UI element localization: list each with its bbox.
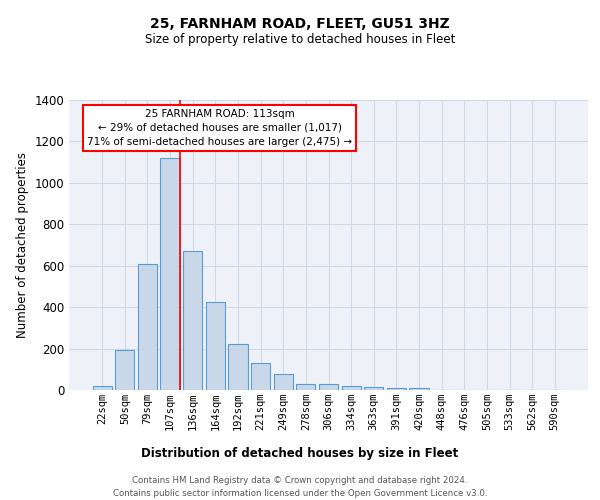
Bar xyxy=(138,264,157,390)
Y-axis label: Number of detached properties: Number of detached properties xyxy=(16,152,29,338)
Bar xyxy=(115,350,134,390)
Text: Contains HM Land Registry data © Crown copyright and database right 2024.: Contains HM Land Registry data © Crown c… xyxy=(132,476,468,485)
Bar xyxy=(341,386,361,390)
Text: Contains public sector information licensed under the Open Government Licence v3: Contains public sector information licen… xyxy=(113,489,487,498)
Bar xyxy=(229,344,248,390)
Text: Size of property relative to detached houses in Fleet: Size of property relative to detached ho… xyxy=(145,32,455,46)
Bar xyxy=(274,374,293,390)
Bar xyxy=(409,388,428,390)
Bar xyxy=(251,363,270,390)
Bar xyxy=(319,384,338,390)
Bar xyxy=(364,387,383,390)
Bar xyxy=(387,388,406,390)
Bar xyxy=(296,384,316,390)
Bar xyxy=(92,386,112,390)
Bar xyxy=(206,302,225,390)
Text: 25 FARNHAM ROAD: 113sqm
← 29% of detached houses are smaller (1,017)
71% of semi: 25 FARNHAM ROAD: 113sqm ← 29% of detache… xyxy=(87,108,352,146)
Text: Distribution of detached houses by size in Fleet: Distribution of detached houses by size … xyxy=(142,448,458,460)
Bar xyxy=(183,251,202,390)
Bar xyxy=(160,158,180,390)
Text: 25, FARNHAM ROAD, FLEET, GU51 3HZ: 25, FARNHAM ROAD, FLEET, GU51 3HZ xyxy=(150,18,450,32)
